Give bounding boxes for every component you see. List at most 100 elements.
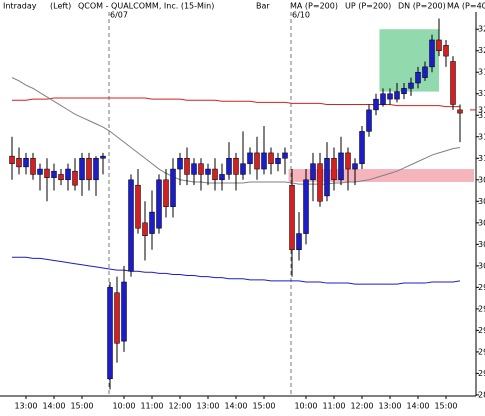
x-tick-label: 15:00 <box>70 402 93 411</box>
y-tick-label: 28.80 <box>478 390 485 399</box>
candle-body <box>282 152 288 159</box>
candle-body <box>65 168 71 181</box>
candle-body <box>387 93 393 100</box>
x-tick-label: 13:00 <box>14 402 37 411</box>
y-tick-label: 31.60 <box>478 89 485 98</box>
candle-body <box>198 163 204 175</box>
candle-body <box>128 179 134 272</box>
candle-body <box>415 71 421 84</box>
candle-body <box>240 163 246 175</box>
candle-body <box>9 155 15 164</box>
candle-body <box>226 158 232 175</box>
y-tick-label: 31.20 <box>478 132 485 141</box>
session-label: 6/10 <box>292 11 310 20</box>
y-tick-label: 31.40 <box>478 111 485 120</box>
header-side: (Left) <box>50 2 71 11</box>
y-tick-label: 29.20 <box>478 347 485 356</box>
legend-entry: MA (P=200) <box>290 2 338 11</box>
candle-body <box>422 66 428 78</box>
y-tick-label: 29.00 <box>478 369 485 378</box>
legend-entry: DN (P=200) <box>398 2 446 11</box>
candle-body <box>233 158 239 175</box>
x-tick-label: 15:00 <box>252 402 275 411</box>
y-tick-label: 29.40 <box>478 326 485 335</box>
candle-body <box>23 158 29 168</box>
candle-body <box>156 179 162 229</box>
highlight-zone <box>288 169 474 182</box>
candle-body <box>268 152 274 164</box>
header-mode: Intraday <box>3 2 37 11</box>
candle-body <box>163 179 169 207</box>
candle-body <box>205 168 211 175</box>
candle-body <box>296 233 302 250</box>
y-tick-label: 29.80 <box>478 283 485 292</box>
candle-body <box>247 152 253 164</box>
candle-body <box>450 61 456 105</box>
candle-body <box>72 170 78 186</box>
candle-body <box>30 158 36 175</box>
y-tick-label: 30.80 <box>478 175 485 184</box>
candle-body <box>324 158 330 197</box>
candle-body <box>121 281 127 342</box>
y-tick-label: 30.20 <box>478 240 485 249</box>
x-tick-label: 11:00 <box>322 402 345 411</box>
candle-body <box>93 158 99 181</box>
candle-body <box>310 163 316 181</box>
y-tick-label: 31.00 <box>478 154 485 163</box>
candle-body <box>212 168 218 181</box>
x-tick-label: 10:00 <box>294 402 317 411</box>
candle-body <box>177 158 183 170</box>
y-tick-label: 29.60 <box>478 304 485 313</box>
x-tick-label: 11:00 <box>140 402 163 411</box>
candle-body <box>380 93 386 105</box>
candle-body <box>443 45 449 57</box>
candle-body <box>191 163 197 175</box>
candle-body <box>44 168 50 178</box>
y-tick-label: 30.00 <box>478 261 485 270</box>
candle-body <box>184 158 190 175</box>
candle-body <box>261 152 267 170</box>
candle-body <box>86 158 92 181</box>
candle-body <box>394 91 400 100</box>
legend-entry: MA (P=40) <box>447 2 485 11</box>
candle-body <box>331 158 337 181</box>
chart-title: QCOM - QUALCOMM, Inc. (15-Min) <box>78 2 214 11</box>
candle-body <box>170 168 176 207</box>
last-price-label: 31.45 <box>478 105 485 114</box>
candle-body <box>135 184 141 229</box>
x-tick-label: 14:00 <box>224 402 247 411</box>
y-tick-label: 32.00 <box>478 46 485 55</box>
candle-body <box>359 131 365 164</box>
x-tick-label: 13:00 <box>196 402 219 411</box>
candle-body <box>16 158 22 168</box>
candle-body <box>317 163 323 202</box>
candle-body <box>429 39 435 68</box>
candle-body <box>436 39 442 51</box>
y-tick-label: 30.60 <box>478 197 485 206</box>
x-tick-label: 12:00 <box>168 402 191 411</box>
candle-body <box>289 184 295 250</box>
candle-body <box>51 170 57 178</box>
candle-body <box>457 109 463 114</box>
legend-entry: UP (P=200) <box>345 2 391 11</box>
candle-body <box>79 158 85 181</box>
candle-body <box>58 174 64 181</box>
candle-body <box>366 109 372 132</box>
candle-body <box>373 98 379 111</box>
candle-body <box>219 174 225 181</box>
x-tick-label: 14:00 <box>406 402 429 411</box>
session-label: 6/07 <box>110 11 128 20</box>
candle-body <box>149 211 155 234</box>
candle-body <box>107 287 113 380</box>
highlight-zone <box>379 29 439 92</box>
candle-body <box>142 222 148 236</box>
candle-body <box>345 152 351 170</box>
candle-body <box>114 292 120 344</box>
header-style: Bar <box>256 2 270 11</box>
candle-body <box>352 163 358 170</box>
candle-body <box>303 179 309 234</box>
candle-body <box>254 152 260 170</box>
x-tick-label: 13:00 <box>378 402 401 411</box>
candle-body <box>37 168 43 175</box>
y-tick-label: 30.40 <box>478 218 485 227</box>
